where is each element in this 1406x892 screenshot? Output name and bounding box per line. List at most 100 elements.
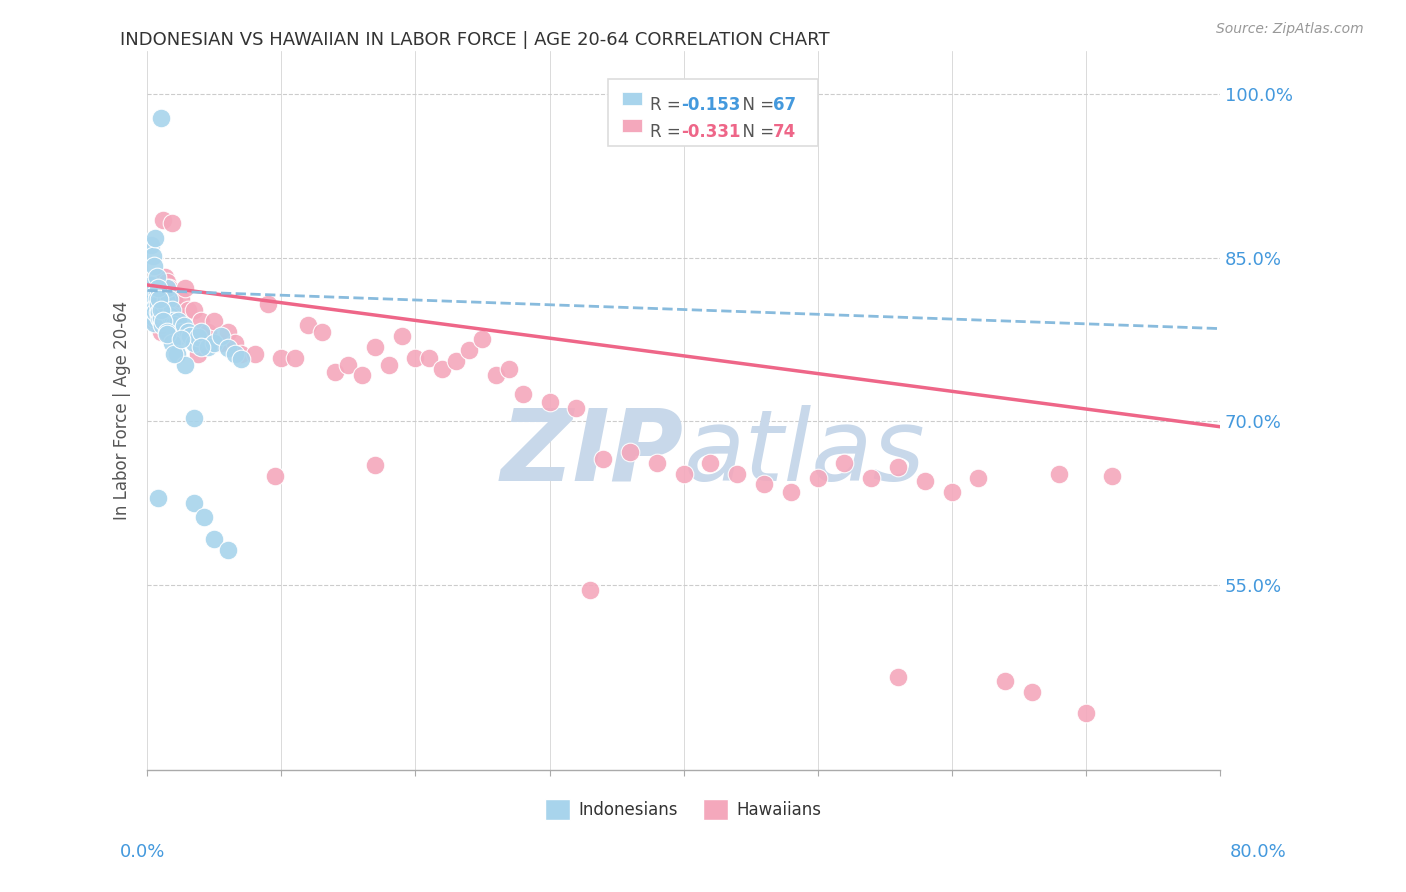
Point	[141, 294, 163, 309]
Point	[418, 351, 440, 365]
Point	[190, 314, 212, 328]
Point	[143, 310, 166, 325]
Point	[231, 346, 253, 360]
Text: 0.0%: 0.0%	[120, 843, 165, 861]
Point	[364, 458, 387, 472]
Point	[364, 340, 387, 354]
Point	[153, 270, 176, 285]
Point	[432, 362, 454, 376]
Point	[146, 491, 169, 505]
Point	[145, 305, 167, 319]
Point	[143, 314, 166, 328]
Point	[152, 314, 174, 328]
Point	[149, 325, 172, 339]
Point	[1021, 684, 1043, 698]
Point	[149, 112, 172, 126]
Point	[941, 485, 963, 500]
Point	[377, 358, 399, 372]
Point	[179, 329, 201, 343]
Bar	[623, 119, 641, 132]
Point	[391, 329, 413, 343]
Text: N =: N =	[731, 96, 779, 114]
Point	[197, 340, 219, 354]
Point	[174, 281, 197, 295]
Point	[887, 670, 910, 684]
Point	[444, 354, 467, 368]
Point	[157, 292, 180, 306]
Point	[155, 292, 177, 306]
Point	[145, 296, 167, 310]
Text: 67: 67	[772, 96, 796, 114]
Point	[146, 296, 169, 310]
Point	[224, 346, 246, 360]
Point	[183, 335, 205, 350]
Point	[139, 284, 162, 298]
Point	[150, 318, 173, 333]
Point	[197, 325, 219, 339]
Point	[160, 335, 183, 350]
Point	[142, 249, 165, 263]
Point	[170, 325, 193, 339]
Point	[142, 305, 165, 319]
Point	[142, 289, 165, 303]
Point	[270, 351, 292, 365]
Point	[176, 325, 198, 339]
Point	[145, 300, 167, 314]
Point	[619, 444, 641, 458]
Point	[471, 333, 494, 347]
Point	[167, 314, 190, 328]
Point	[807, 471, 830, 485]
Point	[146, 285, 169, 300]
Point	[174, 358, 197, 372]
Point	[512, 387, 534, 401]
Point	[165, 325, 187, 339]
Point	[337, 358, 360, 372]
Point	[405, 351, 427, 365]
Point	[149, 310, 172, 325]
Point	[202, 314, 225, 328]
Point	[672, 467, 695, 481]
Text: ZIP: ZIP	[501, 405, 683, 502]
Point	[148, 305, 170, 319]
Point	[187, 330, 209, 344]
Point	[148, 318, 170, 333]
Point	[350, 368, 373, 383]
Point	[231, 352, 253, 367]
Point	[1101, 468, 1123, 483]
Point	[779, 485, 801, 500]
Y-axis label: In Labor Force | Age 20-64: In Labor Force | Age 20-64	[114, 301, 131, 520]
Text: INDONESIAN VS HAWAIIAN IN LABOR FORCE | AGE 20-64 CORRELATION CHART: INDONESIAN VS HAWAIIAN IN LABOR FORCE | …	[120, 31, 830, 49]
Point	[190, 340, 212, 354]
Point	[146, 281, 169, 295]
Point	[578, 583, 600, 598]
Point	[257, 296, 280, 310]
Point	[159, 309, 181, 323]
Point	[498, 362, 520, 376]
Point	[699, 456, 721, 470]
Point	[149, 303, 172, 318]
Point	[183, 303, 205, 318]
Point	[146, 307, 169, 321]
Point	[217, 325, 239, 339]
Point	[162, 314, 184, 328]
Point	[146, 305, 169, 319]
Point	[202, 335, 225, 350]
Point	[152, 303, 174, 318]
Point	[163, 318, 186, 333]
Point	[209, 335, 232, 350]
Point	[170, 333, 193, 347]
Point	[565, 401, 588, 416]
Point	[311, 325, 333, 339]
Point	[156, 325, 179, 339]
Point	[156, 275, 179, 289]
Point	[860, 471, 883, 485]
Point	[160, 303, 183, 318]
Point	[160, 216, 183, 230]
Point	[725, 467, 748, 481]
Point	[994, 673, 1017, 688]
Point	[166, 330, 188, 344]
Point	[485, 368, 508, 383]
Point	[297, 318, 319, 333]
Point	[217, 341, 239, 355]
Point	[142, 292, 165, 306]
